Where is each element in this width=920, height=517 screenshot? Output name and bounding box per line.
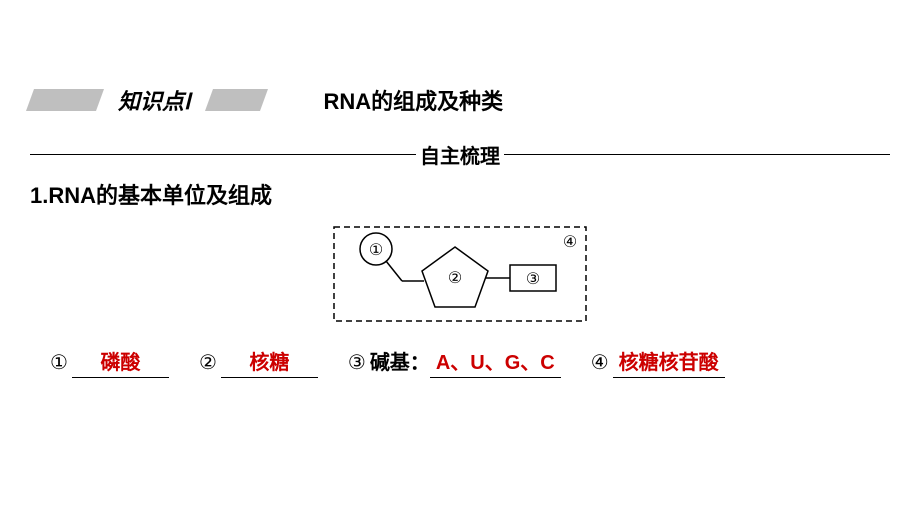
gray-bar-left <box>26 89 104 111</box>
divider-line-left <box>30 154 416 155</box>
knowledge-point-label: 知识点Ⅰ <box>118 84 191 116</box>
gray-bar-right <box>204 89 267 111</box>
svg-text:②: ② <box>448 270 462 287</box>
answer-item-2: ② 核糖 <box>199 346 318 378</box>
svg-text:④: ④ <box>563 234 577 251</box>
answer-prefix: 碱基： <box>370 346 430 375</box>
answer-underline: 核糖核苷酸 <box>613 346 725 378</box>
answer-item-4: ④ 核糖核苷酸 <box>591 346 725 378</box>
answer-underline: 核糖 <box>221 346 318 378</box>
section-title: 1.RNA的基本单位及组成 <box>30 178 272 210</box>
answer-num: ④ <box>591 350 609 375</box>
answer-item-3: ③碱基： A、U、G、C <box>348 346 561 378</box>
answer-num: ② <box>199 350 217 375</box>
svg-text:③: ③ <box>526 271 540 288</box>
svg-text:①: ① <box>369 242 383 259</box>
topic-title: RNA的组成及种类 <box>324 84 504 116</box>
answers-row: ① 磷酸 ② 核糖 ③碱基： A、U、G、C ④ 核糖核苷酸 <box>50 346 890 378</box>
answer-value: 核糖核苷酸 <box>619 352 719 374</box>
answer-underline: 磷酸 <box>72 346 169 378</box>
nucleotide-diagram: ① ② ③ ④ <box>332 225 588 328</box>
divider-row: 自主梳理 <box>30 140 890 169</box>
header-title-group: 知识点Ⅰ <box>30 84 264 116</box>
answer-item-1: ① 磷酸 <box>50 346 169 378</box>
divider-label: 自主梳理 <box>416 140 504 169</box>
answer-num: ③ <box>348 350 366 375</box>
header-row: 知识点Ⅰ RNA的组成及种类 <box>30 80 890 120</box>
diagram-svg: ① ② ③ ④ <box>332 225 588 323</box>
answer-num: ① <box>50 350 68 375</box>
answer-value: 磷酸 <box>100 352 140 374</box>
divider-line-right <box>504 154 890 155</box>
answer-value: A、U、G、C <box>436 352 555 374</box>
answer-value: 核糖 <box>249 352 289 374</box>
answer-underline: A、U、G、C <box>430 346 561 378</box>
